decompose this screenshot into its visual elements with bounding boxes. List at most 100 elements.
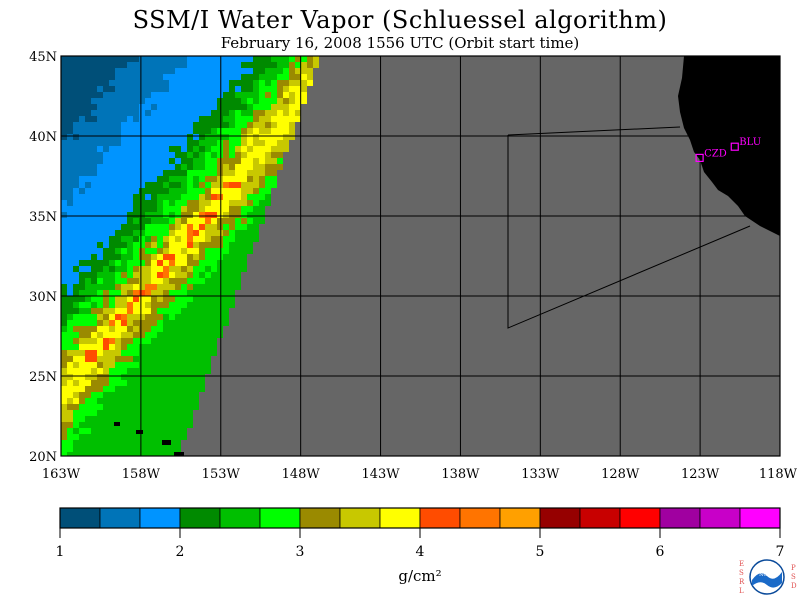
- swath-cell: [73, 434, 79, 440]
- swath-cell: [163, 188, 169, 194]
- swath-cell: [97, 62, 103, 68]
- swath-cell: [151, 284, 157, 290]
- swath-cell: [115, 158, 121, 164]
- swath-cell: [241, 242, 247, 248]
- swath-cell: [67, 170, 73, 176]
- swath-cell: [235, 152, 241, 158]
- swath-cell: [163, 80, 169, 86]
- swath-cell: [199, 266, 205, 272]
- map-content: [61, 56, 780, 456]
- swath-cell: [91, 452, 97, 456]
- swath-cell: [67, 242, 73, 248]
- swath-cell: [79, 368, 85, 374]
- swath-cell: [85, 242, 91, 248]
- swath-cell: [79, 242, 85, 248]
- swath-cell: [241, 236, 247, 242]
- swath-cell: [193, 80, 199, 86]
- swath-cell: [85, 308, 91, 314]
- swath-cell: [103, 200, 109, 206]
- swath-cell: [211, 284, 217, 290]
- swath-cell: [97, 68, 103, 74]
- swath-cell: [67, 248, 73, 254]
- swath-cell: [121, 266, 127, 272]
- swath-cell: [73, 290, 79, 296]
- swath-cell: [283, 146, 289, 152]
- swath-cell: [157, 434, 163, 440]
- swath-cell: [163, 380, 169, 386]
- swath-cell: [139, 134, 145, 140]
- swath-cell: [199, 92, 205, 98]
- swath-cell: [175, 404, 181, 410]
- swath-cell: [187, 296, 193, 302]
- swath-cell: [73, 152, 79, 158]
- swath-cell: [181, 194, 187, 200]
- colorbar-tick-label: 1: [56, 544, 65, 560]
- swath-cell: [85, 254, 91, 260]
- swath-cell: [91, 350, 97, 356]
- swath-cell: [61, 410, 67, 416]
- swath-cell: [121, 434, 127, 440]
- swath-cell: [217, 134, 223, 140]
- swath-cell: [151, 200, 157, 206]
- swath-cell: [91, 56, 97, 62]
- swath-cell: [91, 134, 97, 140]
- swath-cell: [193, 236, 199, 242]
- swath-cell: [97, 146, 103, 152]
- swath-cell: [199, 338, 205, 344]
- swath-cell: [109, 314, 115, 320]
- swath-cell: [295, 98, 301, 104]
- swath-cell: [247, 182, 253, 188]
- swath-cell: [67, 74, 73, 80]
- swath-cell: [91, 92, 97, 98]
- swath-cell: [187, 254, 193, 260]
- swath-cell: [79, 308, 85, 314]
- swath-cell: [163, 128, 169, 134]
- swath-cell: [73, 140, 79, 146]
- swath-cell: [85, 224, 91, 230]
- swath-cell: [181, 200, 187, 206]
- swath-cell: [307, 68, 313, 74]
- swath-cell: [151, 314, 157, 320]
- swath-cell: [205, 212, 211, 218]
- swath-cell: [199, 146, 205, 152]
- swath-cell: [235, 224, 241, 230]
- swath-cell: [283, 56, 289, 62]
- swath-cell: [187, 224, 193, 230]
- swath-cell: [229, 302, 235, 308]
- swath-cell: [253, 128, 259, 134]
- swath-cell: [85, 236, 91, 242]
- swath-cell: [223, 146, 229, 152]
- swath-cell: [139, 386, 145, 392]
- swath-cell: [133, 182, 139, 188]
- swath-cell: [181, 314, 187, 320]
- swath-cell: [187, 272, 193, 278]
- swath-cell: [97, 326, 103, 332]
- swath-cell: [121, 284, 127, 290]
- swath-cell: [217, 170, 223, 176]
- swath-cell: [103, 314, 109, 320]
- swath-cell: [181, 68, 187, 74]
- swath-cell: [133, 302, 139, 308]
- swath-cell: [103, 218, 109, 224]
- swath-cell: [223, 296, 229, 302]
- swath-cell: [247, 134, 253, 140]
- swath-cell: [211, 308, 217, 314]
- swath-cell: [91, 98, 97, 104]
- swath-cell: [145, 332, 151, 338]
- swath-cell: [151, 68, 157, 74]
- swath-cell: [271, 164, 277, 170]
- swath-cell: [97, 134, 103, 140]
- swath-cell: [121, 440, 127, 446]
- swath-cell: [151, 278, 157, 284]
- swath-cell: [127, 110, 133, 116]
- swath-cell: [223, 308, 229, 314]
- swath-cell: [133, 338, 139, 344]
- swath-cell: [73, 164, 79, 170]
- swath-cell: [289, 110, 295, 116]
- swath-cell: [163, 74, 169, 80]
- swath-cell: [157, 104, 163, 110]
- swath-cell: [247, 104, 253, 110]
- swath-cell: [253, 68, 259, 74]
- swath-cell: [193, 230, 199, 236]
- swath-cell: [193, 68, 199, 74]
